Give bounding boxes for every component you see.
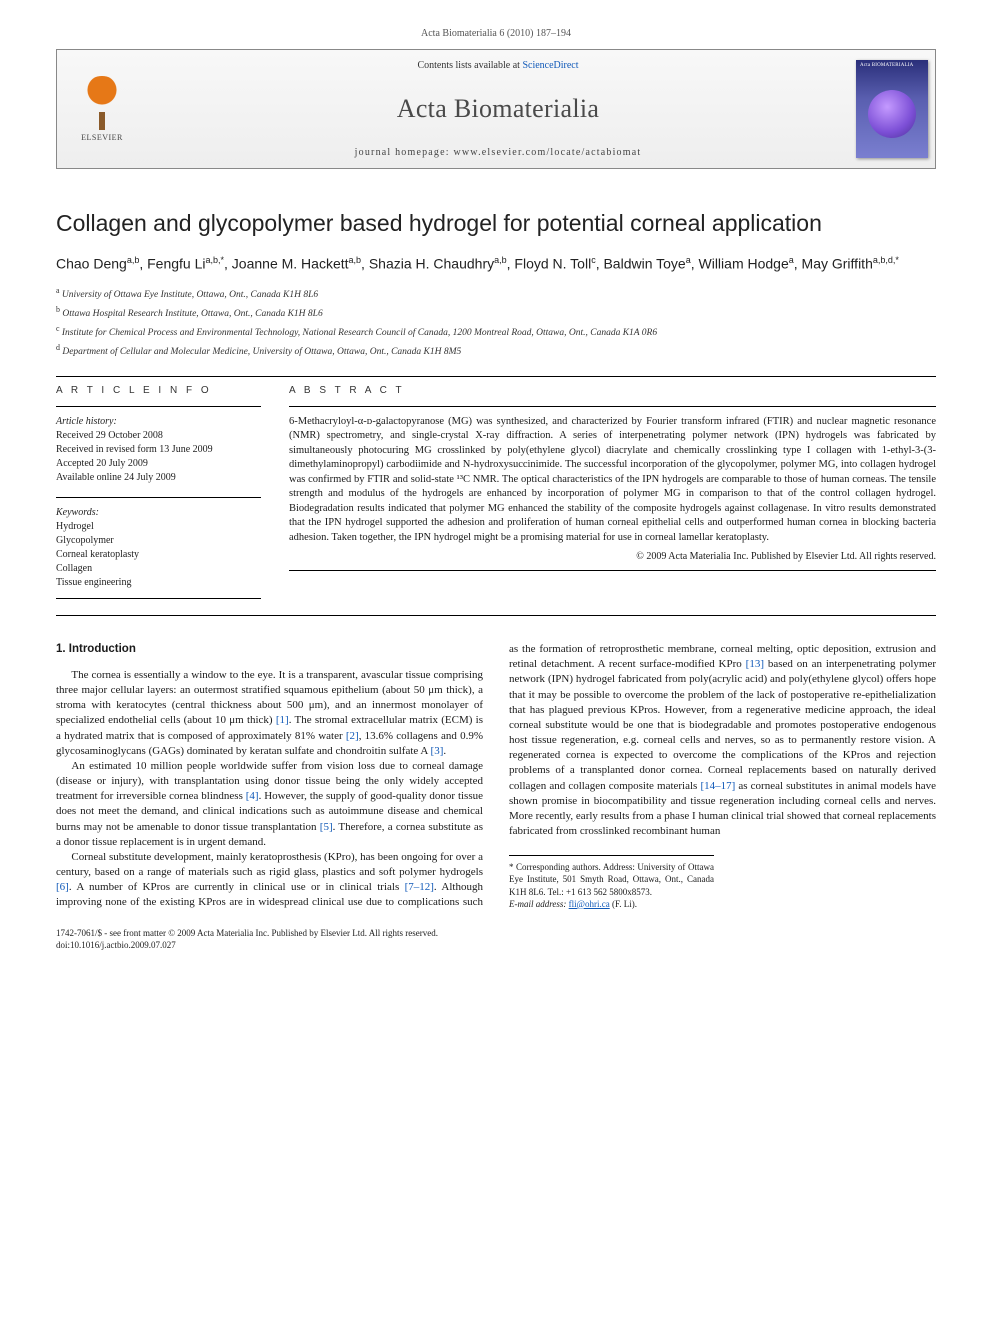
publisher-logo-box: ELSEVIER bbox=[57, 50, 147, 168]
article-info-column: A R T I C L E I N F O Article history: R… bbox=[56, 385, 261, 607]
rule-top bbox=[56, 376, 936, 377]
affiliations-block: a University of Ottawa Eye Institute, Ot… bbox=[56, 285, 936, 360]
contents-prefix: Contents lists available at bbox=[417, 60, 522, 71]
authors-line: Chao Denga,b, Fengfu Lia,b,*, Joanne M. … bbox=[56, 254, 936, 274]
banner-center: Contents lists available at ScienceDirec… bbox=[147, 50, 849, 168]
email-who: (F. Li). bbox=[610, 899, 637, 909]
elsevier-logo: ELSEVIER bbox=[70, 69, 134, 149]
citation-ref[interactable]: [2] bbox=[346, 730, 359, 742]
citation-ref[interactable]: [1] bbox=[276, 714, 289, 726]
homepage-prefix: journal homepage: bbox=[355, 147, 454, 158]
front-matter-line: 1742-7061/$ - see front matter © 2009 Ac… bbox=[56, 927, 936, 939]
citation-ref[interactable]: [13] bbox=[746, 658, 764, 670]
affiliation-line: c Institute for Chemical Process and Env… bbox=[56, 323, 936, 341]
article-title: Collagen and glycopolymer based hydrogel… bbox=[56, 209, 936, 238]
section-heading: 1. Introduction bbox=[56, 642, 483, 658]
history-line: Received in revised form 13 June 2009 bbox=[56, 443, 261, 457]
citation-ref[interactable]: [14–17] bbox=[700, 780, 735, 792]
contents-line: Contents lists available at ScienceDirec… bbox=[417, 60, 578, 71]
keywords-head: Keywords: bbox=[56, 497, 261, 520]
info-rule-1 bbox=[56, 406, 261, 407]
citation-ref[interactable]: [3] bbox=[431, 745, 444, 757]
keyword: Tissue engineering bbox=[56, 576, 261, 590]
homepage-url[interactable]: www.elsevier.com/locate/actabiomat bbox=[453, 147, 641, 158]
journal-banner: ELSEVIER Contents lists available at Sci… bbox=[56, 49, 936, 169]
info-rule-2 bbox=[56, 598, 261, 599]
journal-name: Acta Biomaterialia bbox=[397, 94, 599, 124]
cover-image-icon bbox=[868, 90, 916, 138]
sciencedirect-link[interactable]: ScienceDirect bbox=[522, 60, 578, 71]
abstract-head: A B S T R A C T bbox=[289, 385, 936, 396]
page-header-citation: Acta Biomaterialia 6 (2010) 187–194 bbox=[56, 28, 936, 39]
affiliation-line: d Department of Cellular and Molecular M… bbox=[56, 342, 936, 360]
abs-rule-2 bbox=[289, 570, 936, 571]
body-paragraph: The cornea is essentially a window to th… bbox=[56, 668, 483, 759]
corresponding-author-note: * Corresponding authors. Address: Univer… bbox=[509, 861, 714, 897]
abs-rule-1 bbox=[289, 406, 936, 407]
body-two-column: 1. Introduction The cornea is essentiall… bbox=[56, 642, 936, 911]
history-head: Article history: bbox=[56, 415, 261, 429]
history-line: Received 29 October 2008 bbox=[56, 429, 261, 443]
abstract-column: A B S T R A C T 6-Methacryloyl-α-ᴅ-galac… bbox=[289, 385, 936, 607]
footnotes: * Corresponding authors. Address: Univer… bbox=[509, 855, 714, 910]
affiliation-line: b Ottawa Hospital Research Institute, Ot… bbox=[56, 304, 936, 322]
keyword: Collagen bbox=[56, 562, 261, 576]
keyword: Glycopolymer bbox=[56, 534, 261, 548]
abstract-copyright: © 2009 Acta Materialia Inc. Published by… bbox=[289, 551, 936, 562]
rule-bottom bbox=[56, 615, 936, 616]
email-label: E-mail address: bbox=[509, 899, 569, 909]
elsevier-tree-icon bbox=[78, 76, 126, 130]
abstract-text: 6-Methacryloyl-α-ᴅ-galactopyranose (MG) … bbox=[289, 415, 936, 545]
article-info-head: A R T I C L E I N F O bbox=[56, 385, 261, 396]
citation-ref[interactable]: [4] bbox=[246, 790, 259, 802]
keyword: Hydrogel bbox=[56, 520, 261, 534]
history-line: Accepted 20 July 2009 bbox=[56, 457, 261, 471]
publisher-label: ELSEVIER bbox=[81, 133, 123, 142]
citation-ref[interactable]: [6] bbox=[56, 881, 69, 893]
cover-title: Acta BIOMATERIALIA bbox=[860, 63, 913, 68]
journal-cover-thumb: Acta BIOMATERIALIA bbox=[856, 60, 928, 158]
cover-thumb-box: Acta BIOMATERIALIA bbox=[849, 50, 935, 168]
keyword: Corneal keratoplasty bbox=[56, 548, 261, 562]
email-link[interactable]: fli@ohri.ca bbox=[569, 899, 610, 909]
body-paragraph: An estimated 10 million people worldwide… bbox=[56, 759, 483, 850]
info-abstract-row: A R T I C L E I N F O Article history: R… bbox=[56, 385, 936, 607]
page-footer: 1742-7061/$ - see front matter © 2009 Ac… bbox=[56, 927, 936, 951]
affiliation-line: a University of Ottawa Eye Institute, Ot… bbox=[56, 285, 936, 303]
email-line: E-mail address: fli@ohri.ca (F. Li). bbox=[509, 898, 714, 910]
history-line: Available online 24 July 2009 bbox=[56, 471, 261, 485]
doi-line: doi:10.1016/j.actbio.2009.07.027 bbox=[56, 939, 936, 951]
citation-ref[interactable]: [5] bbox=[320, 821, 333, 833]
homepage-line: journal homepage: www.elsevier.com/locat… bbox=[355, 147, 642, 158]
article-history: Article history: Received 29 October 200… bbox=[56, 415, 261, 590]
citation-ref[interactable]: [7–12] bbox=[405, 881, 434, 893]
